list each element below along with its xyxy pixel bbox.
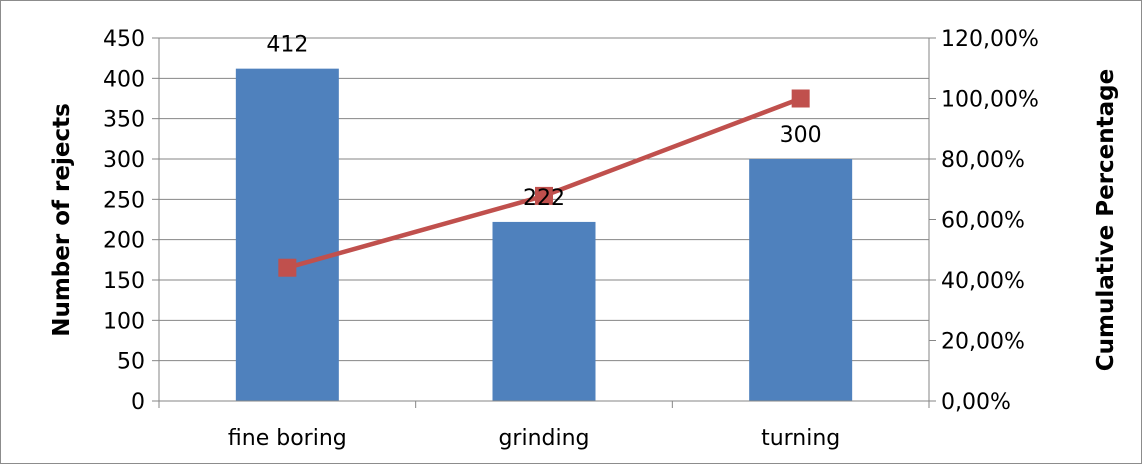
x-tick-label: turning bbox=[761, 426, 840, 451]
y2-tick-label: 40,00% bbox=[941, 269, 1025, 294]
y-tick-label: 350 bbox=[103, 108, 145, 133]
bar bbox=[235, 68, 339, 402]
y2-tick-label: 60,00% bbox=[941, 209, 1025, 234]
y-tick-label: 100 bbox=[103, 309, 145, 334]
line-marker bbox=[535, 186, 553, 205]
y-tick-label: 0 bbox=[131, 390, 145, 415]
x-tick-label: grinding bbox=[498, 426, 589, 451]
y2-tick-label: 100,00% bbox=[941, 88, 1039, 113]
y-tick-label: 250 bbox=[103, 188, 145, 213]
bar-data-label: 222 bbox=[523, 186, 565, 211]
y-tick-label: 200 bbox=[103, 229, 145, 254]
y-tick-label: 150 bbox=[103, 269, 145, 294]
bar bbox=[492, 221, 596, 401]
y2-tick-label: 0,00% bbox=[941, 390, 1011, 415]
cumulative-line-series bbox=[278, 89, 810, 277]
bar-data-label: 300 bbox=[780, 123, 822, 148]
line-marker bbox=[791, 89, 810, 108]
line-marker bbox=[278, 258, 297, 277]
y-tick-label: 50 bbox=[117, 350, 145, 375]
bar-series bbox=[235, 68, 853, 402]
y-axis-title: Number of rejects bbox=[49, 103, 75, 337]
x-tick-label: fine boring bbox=[228, 426, 347, 451]
axes bbox=[152, 37, 936, 408]
bar bbox=[749, 159, 853, 401]
y-tick-label: 450 bbox=[103, 27, 145, 52]
y2-tick-label: 20,00% bbox=[941, 330, 1025, 355]
y-tick-label: 300 bbox=[103, 148, 145, 173]
y-tick-label: 400 bbox=[103, 67, 145, 92]
y2-tick-label: 120,00% bbox=[941, 27, 1039, 52]
tick-labels: 0 50 100 150 200 250 300 350 400 450 0,00% 20,00% 40… bbox=[103, 27, 1039, 451]
y2-axis-title: Cumulative Percentage bbox=[1093, 69, 1119, 371]
y2-tick-label: 80,00% bbox=[941, 148, 1025, 173]
bar-data-label: 412 bbox=[266, 33, 308, 58]
